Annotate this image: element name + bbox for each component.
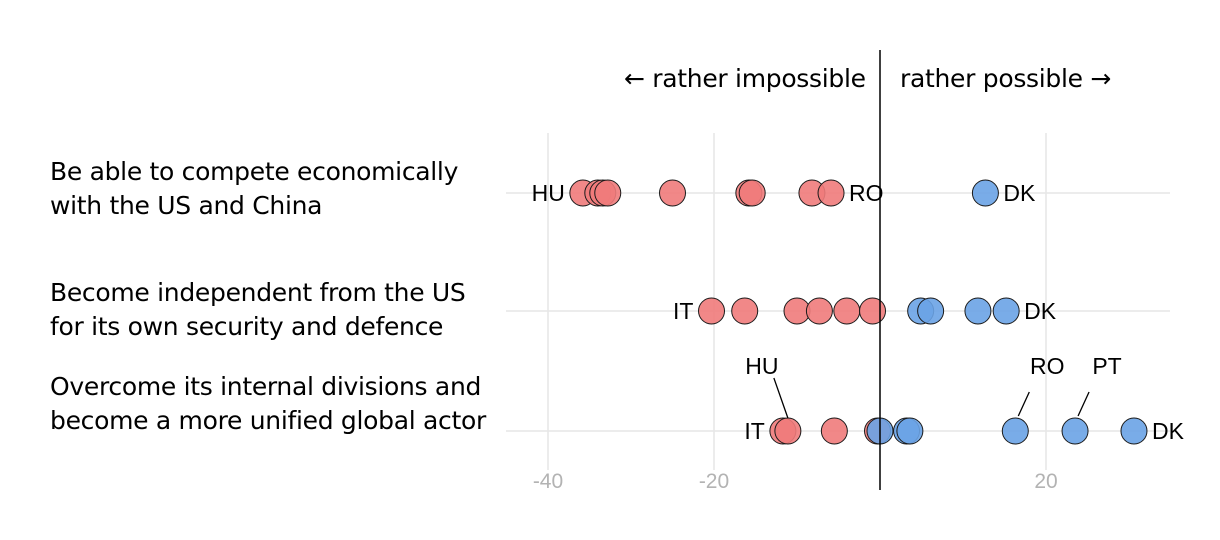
data-point (738, 179, 766, 207)
country-label: IT (673, 298, 693, 324)
data-point (859, 297, 887, 325)
data-point (917, 297, 945, 325)
country-label: IT (744, 418, 764, 444)
right-direction-label: rather possible → (900, 64, 1112, 93)
annotation-leader-line (773, 377, 789, 419)
row-label-independent: Become independent from the US for its o… (50, 278, 466, 341)
data-point (896, 417, 924, 445)
left-direction-label: ← rather impossible (624, 64, 866, 93)
country-label: DK (1024, 298, 1057, 324)
data-point (964, 297, 992, 325)
country-label: HU (745, 353, 778, 379)
row-label-unified: Overcome its internal divisions and beco… (50, 372, 486, 435)
country-label: PT (1092, 353, 1121, 379)
data-point (1061, 417, 1089, 445)
country-label: RO (1030, 353, 1065, 379)
country-label: DK (1003, 180, 1036, 206)
data-point (971, 179, 999, 207)
x-tick-label: -40 (533, 470, 563, 493)
annotation-leader-line (1077, 391, 1090, 417)
data-point (731, 297, 759, 325)
data-point (992, 297, 1020, 325)
row-label-compete: Be able to compete economically with the… (50, 157, 459, 220)
data-point (659, 179, 686, 207)
data-point (817, 179, 845, 207)
country-label: DK (1152, 418, 1185, 444)
country-label: RO (849, 180, 884, 206)
data-point (698, 297, 726, 325)
data-point (1120, 417, 1148, 445)
data-point (820, 417, 848, 445)
x-tick-label: 20 (1034, 470, 1057, 493)
x-tick-label: -20 (699, 470, 729, 493)
data-point (1001, 417, 1029, 445)
data-point (774, 417, 802, 445)
data-point (594, 179, 622, 207)
annotation-leader-line (1017, 391, 1030, 417)
country-label: HU (532, 180, 565, 206)
data-point (805, 297, 833, 325)
data-point (833, 297, 861, 325)
